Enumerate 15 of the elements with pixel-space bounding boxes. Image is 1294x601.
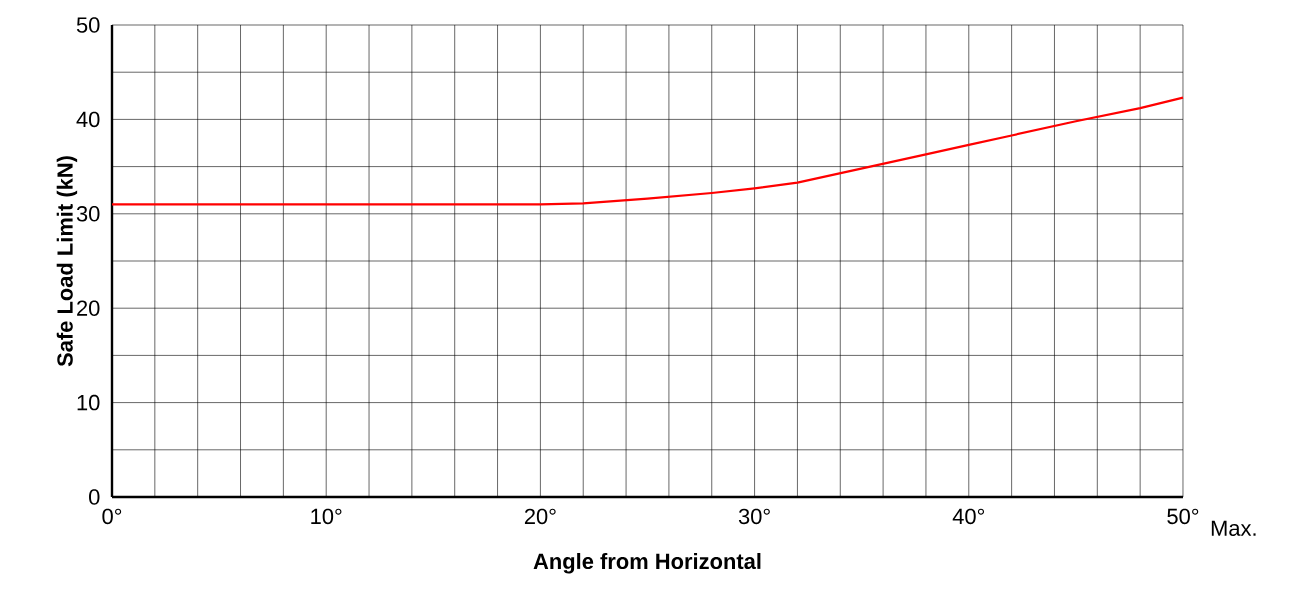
x-tick-label: 40° <box>952 508 985 525</box>
y-axis-title: Safe Load Limit (kN) <box>56 156 78 367</box>
x-tick-label: 50° <box>1167 508 1199 525</box>
y-tick-label: 40 <box>76 111 100 128</box>
x-tick-label: 0° <box>102 508 122 525</box>
y-tick-label: 50 <box>76 17 100 33</box>
y-tick-label: 10 <box>77 394 100 411</box>
x-tick-label: 30° <box>738 508 770 525</box>
x-tick-label: 20° <box>524 508 556 525</box>
x-axis-title: Angle from Horizontal <box>533 553 761 574</box>
y-tick-label: 30 <box>76 206 100 222</box>
y-tick-label: 0 <box>89 489 100 505</box>
y-tick-label: 20 <box>77 300 100 316</box>
x-tick-label: 10° <box>311 508 342 525</box>
text: Max. <box>1211 520 1256 536</box>
